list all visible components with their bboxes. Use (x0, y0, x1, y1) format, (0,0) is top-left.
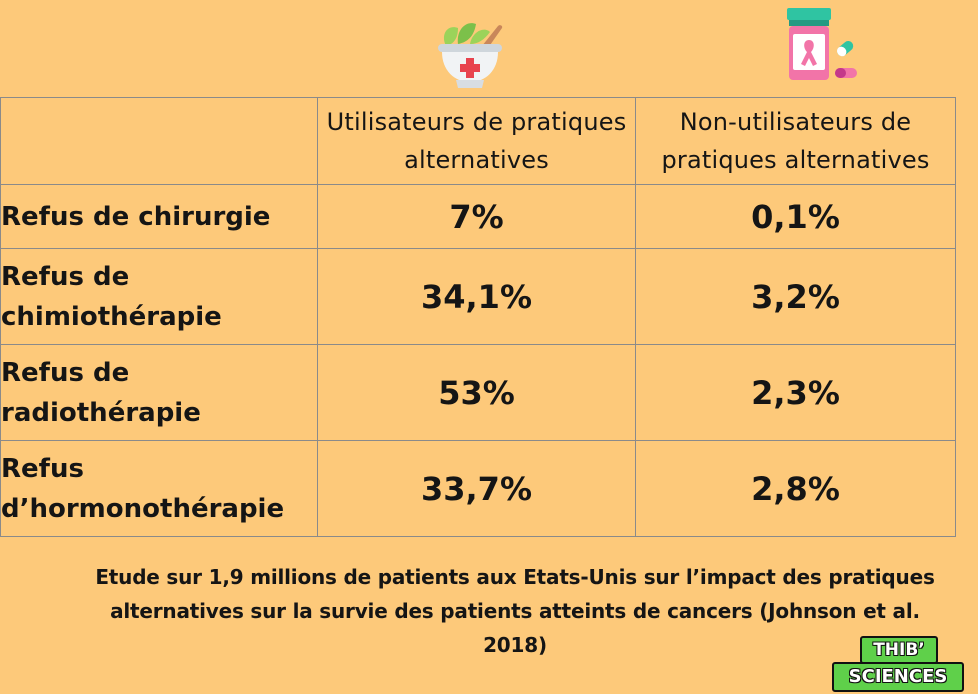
non-users-value: 3,2% (635, 248, 956, 345)
table-row: Refus de radiothérapie 53% 2,3% (0, 344, 956, 441)
users-value: 34,1% (317, 248, 636, 345)
header-users: Utilisateurs de pratiques alternatives (317, 97, 636, 185)
study-caption: Etude sur 1,9 millions de patients aux E… (95, 565, 935, 657)
users-value: 7% (317, 184, 636, 249)
row-label: Refus d’hormonothérapie (0, 440, 318, 537)
table-header-row: Utilisateurs de pratiques alternatives N… (0, 97, 956, 185)
non-users-value: 2,3% (635, 344, 956, 441)
logo-line1: THIB’ (860, 636, 938, 664)
header-icons (0, 0, 978, 97)
logo-line2: SCIENCES (832, 662, 964, 692)
table-row: Refus de chimiothérapie 34,1% 3,2% (0, 248, 956, 345)
non-users-value: 2,8% (635, 440, 956, 537)
herbal-mortar-icon (438, 23, 503, 88)
users-value: 53% (317, 344, 636, 441)
pill-bottle-icon (787, 8, 857, 80)
table-row: Refus de chirurgie 7% 0,1% (0, 184, 956, 249)
row-label: Refus de radiothérapie (0, 344, 318, 441)
header-empty-cell (0, 97, 318, 185)
table-row: Refus d’hormonothérapie 33,7% 2,8% (0, 440, 956, 537)
brand-logo: THIB’ SCIENCES (832, 636, 964, 692)
row-label: Refus de chimiothérapie (0, 248, 318, 345)
comparison-table: Utilisateurs de pratiques alternatives N… (0, 97, 956, 537)
row-label: Refus de chirurgie (0, 184, 318, 249)
users-value: 33,7% (317, 440, 636, 537)
non-users-value: 0,1% (635, 184, 956, 249)
header-non-users: Non-utilisateurs de pratiques alternativ… (635, 97, 956, 185)
